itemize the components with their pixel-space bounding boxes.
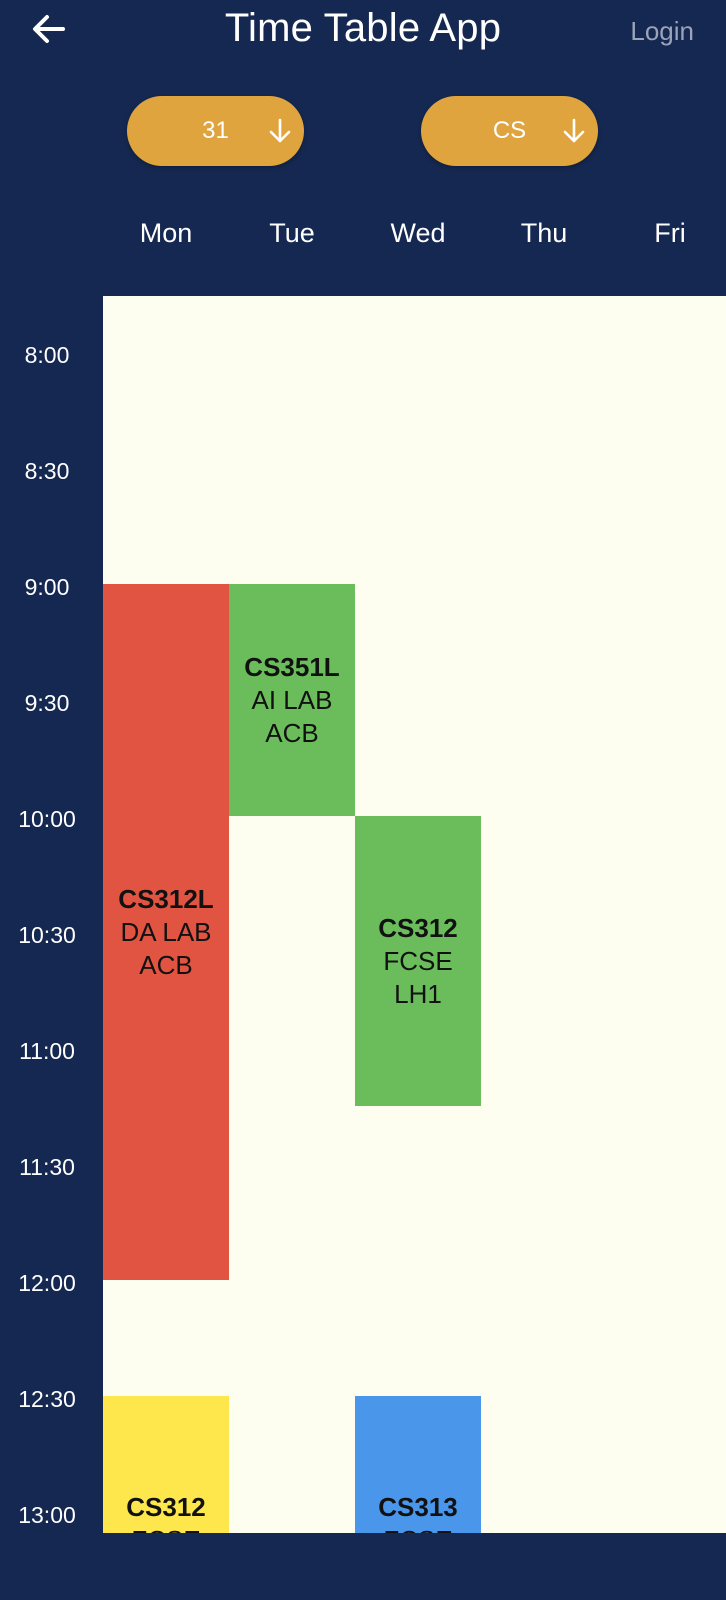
slot-content: CS312 FCSE LH1 xyxy=(378,911,458,1011)
slot-content: CS312 FCSE xyxy=(126,1490,206,1533)
login-button[interactable]: Login xyxy=(630,16,694,46)
class-slot-cs312l[interactable]: CS312L DA LAB ACB xyxy=(103,584,229,1280)
course-subject: FCSE xyxy=(378,1524,458,1533)
class-slot-cs351l[interactable]: CS351L AI LAB ACB xyxy=(229,584,355,816)
time-label: 11:30 xyxy=(19,1154,75,1180)
page-title: Time Table App xyxy=(224,6,502,50)
day-header-fri: Fri xyxy=(654,218,686,248)
course-code: CS312 xyxy=(126,1492,206,1522)
arrow-left-icon xyxy=(31,14,65,49)
class-slot-cs313[interactable]: CS313 FCSE xyxy=(355,1396,481,1533)
app-bar: Time Table App Login xyxy=(0,0,726,64)
time-label: 11:00 xyxy=(19,1038,75,1064)
slot-content: CS313 FCSE xyxy=(378,1490,458,1533)
branch-value: CS xyxy=(492,117,527,144)
arrow-down-icon xyxy=(560,113,588,149)
time-label: 10:30 xyxy=(18,922,76,948)
course-code: CS351L xyxy=(244,652,340,682)
course-room: ACB xyxy=(265,718,319,748)
time-label: 12:30 xyxy=(18,1386,76,1412)
day-header-tue: Tue xyxy=(269,218,315,248)
time-label: 12:00 xyxy=(18,1270,76,1296)
course-subject: FCSE xyxy=(383,946,453,976)
semester-value: 31 xyxy=(202,117,229,144)
course-code: CS312 xyxy=(378,913,458,943)
time-label: 9:30 xyxy=(24,690,70,716)
class-slot-cs312[interactable]: CS312 FCSE LH1 xyxy=(355,816,481,1106)
course-subject: DA LAB xyxy=(120,917,212,947)
day-header-wed: Wed xyxy=(390,218,446,248)
course-code: CS313 xyxy=(378,1492,458,1522)
day-header-thu: Thu xyxy=(520,218,568,248)
arrow-down-icon xyxy=(266,113,294,149)
slot-content: CS312L DA LAB ACB xyxy=(118,882,213,982)
course-subject: AI LAB xyxy=(251,685,333,715)
back-button[interactable] xyxy=(24,10,72,52)
bottom-bar xyxy=(0,1533,726,1600)
branch-dropdown[interactable]: CS xyxy=(421,96,598,166)
semester-dropdown[interactable]: 31 xyxy=(127,96,304,166)
slot-content: CS351L AI LAB ACB xyxy=(244,650,339,750)
time-label: 10:00 xyxy=(18,806,76,832)
day-header-row: Mon Tue Wed Thu Fri xyxy=(103,218,726,258)
course-room: ACB xyxy=(139,950,193,980)
course-room: LH1 xyxy=(394,979,442,1009)
class-slot-cs312[interactable]: CS312 FCSE xyxy=(103,1396,229,1533)
time-label: 13:00 xyxy=(18,1502,76,1528)
time-label: 8:00 xyxy=(24,342,70,368)
day-header-mon: Mon xyxy=(139,218,193,248)
course-subject: FCSE xyxy=(126,1524,206,1533)
timetable-grid: CS312L DA LAB ACB CS351L AI LAB ACB CS312 FCSE L… xyxy=(103,296,726,1533)
time-label: 8:30 xyxy=(24,458,70,484)
course-code: CS312L xyxy=(118,884,214,914)
time-label: 9:00 xyxy=(24,574,70,600)
